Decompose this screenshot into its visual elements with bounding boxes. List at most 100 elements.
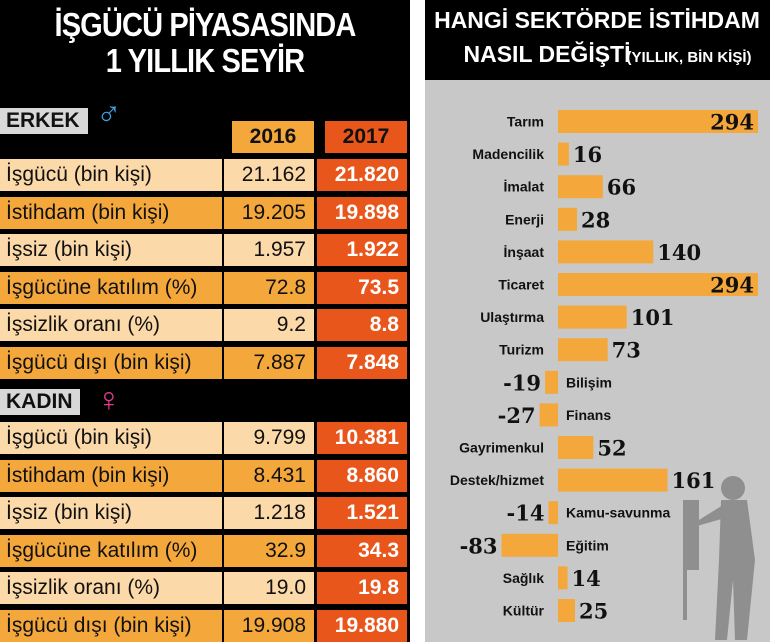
value-2017: 21.820 [317,159,407,191]
category-label: Tarım [507,114,544,130]
value-2016: 8.431 [224,459,314,492]
value-2017: 8.860 [317,459,407,492]
category-label: Eğitim [566,537,609,553]
kadin-row: İşgücüne katılım (%) 32.9 34.3 [0,534,410,567]
erkek-row: İşgücü (bin kişi) 21.162 21.820 [0,159,410,191]
sector-chart-panel: HANGİ SEKTÖRDE İSTİHDAM NASIL DEĞİŞTİ (Y… [425,0,770,642]
kadin-heading: KADIN [0,389,80,415]
chart-title-line1: HANGİ SEKTÖRDE İSTİHDAM [434,7,760,33]
chart-title-line2: NASIL DEĞİŞTİ [464,40,631,67]
value-2017: 10.381 [317,422,407,454]
bar [558,599,576,622]
bar [558,175,603,199]
row-label: İşsizlik oranı (%) [0,572,222,604]
male-symbol-icon: ♂ [96,94,122,132]
value-label: 294 [710,273,754,298]
bar [558,566,568,590]
value-2017: 19.898 [317,196,407,229]
value-2017: 73.5 [317,271,407,304]
value-label: 25 [579,599,608,624]
bar [548,501,558,525]
erkek-row: İşsizlik oranı (%) 9.2 8.8 [0,309,410,341]
kadin-row: İşgücü (bin kişi) 9.799 10.381 [0,422,410,454]
row-label: İşgücü (bin kişi) [0,159,222,191]
value-label: 140 [657,240,701,265]
value-label: -27 [498,403,536,428]
category-label: Gayrimenkul [459,440,544,456]
value-2016: 1.218 [224,497,314,529]
bar [558,273,758,296]
bar [558,436,594,459]
bar [558,240,654,264]
category-label: Madencilik [472,146,544,162]
value-2017: 1.521 [317,497,407,529]
category-label: Kültür [503,603,545,619]
row-label: İşsiz (bin kişi) [0,234,222,266]
sector-bar-chart: HANGİ SEKTÖRDE İSTİHDAM NASIL DEĞİŞTİ (Y… [425,0,770,640]
main-title-line2: 1 YILLIK SEYİR [105,42,305,79]
row-label: İşgücüne katılım (%) [0,534,222,567]
row-label: İşgücü dışı (bin kişi) [0,609,222,642]
value-label: 52 [597,436,626,461]
year-2016-tab: 2016 [232,121,314,153]
value-2016: 9.2 [224,309,314,341]
value-2017: 7.848 [317,346,407,379]
bar [501,533,558,557]
value-label: 66 [607,175,636,200]
value-2017: 19.8 [317,572,407,604]
main-title-line1: İŞGÜCÜ PİYASASINDA [54,6,357,43]
value-label: 101 [631,305,675,330]
row-label: İşgücü (bin kişi) [0,422,222,454]
value-2016: 1.957 [224,234,314,266]
value-label: 14 [572,566,601,591]
row-label: İşgücü dışı (bin kişi) [0,346,222,379]
category-label: Sağlık [503,570,544,586]
chart-title-suffix: (YILLIK, BİN KİŞİ) [627,49,752,66]
value-2016: 19.0 [224,572,314,604]
labor-market-panel: İŞGÜCÜ PİYASASINDA 1 YILLIK SEYİR ERKEK … [0,0,410,642]
value-label: -83 [460,533,498,558]
value-2017: 1.922 [317,234,407,266]
bar [558,142,569,166]
chart-bars: Tarım 294 Madencilik 16 İmalat 66 Enerji 28 İnşa… [450,110,758,624]
category-label: Bilişim [566,374,612,390]
bar [558,338,608,362]
value-2016: 32.9 [224,534,314,567]
kadin-row: İşsizlik oranı (%) 19.0 19.8 [0,572,410,604]
kadin-row: İşgücü dışı (bin kişi) 19.908 19.880 [0,609,410,642]
kadin-row: İstihdam (bin kişi) 8.431 8.860 [0,459,410,492]
bar [558,305,627,329]
value-2016: 7.887 [224,346,314,379]
category-label: Enerji [505,211,544,227]
category-label: İmalat [504,179,545,195]
value-2017: 19.880 [317,609,407,642]
category-label: İnşaat [504,244,545,260]
row-label: İşsizlik oranı (%) [0,309,222,341]
kadin-row: İşsiz (bin kişi) 1.218 1.521 [0,497,410,529]
bar [558,110,758,133]
value-2016: 21.162 [224,159,314,191]
value-label: 16 [573,142,602,167]
value-label: 294 [710,110,754,135]
erkek-row: İşgücüne katılım (%) 72.8 73.5 [0,271,410,304]
bar [545,370,558,394]
category-label: Ulaştırma [480,309,544,325]
value-2016: 72.8 [224,271,314,304]
value-label: 161 [672,468,716,493]
value-2016: 19.908 [224,609,314,642]
bar [539,403,558,427]
row-label: İşsiz (bin kişi) [0,497,222,529]
value-label: 73 [612,338,641,363]
erkek-heading: ERKEK [0,108,88,134]
value-2016: 9.799 [224,422,314,454]
category-label: Ticaret [498,277,544,293]
value-2017: 34.3 [317,534,407,567]
category-label: Kamu-savunma [566,505,670,521]
row-label: İstihdam (bin kişi) [0,196,222,229]
category-label: Finans [566,407,611,423]
erkek-row: İşsiz (bin kişi) 1.957 1.922 [0,234,410,266]
value-label: -19 [503,370,541,395]
row-label: İstihdam (bin kişi) [0,459,222,492]
year-2017-tab: 2017 [325,121,407,153]
bar [558,468,668,492]
